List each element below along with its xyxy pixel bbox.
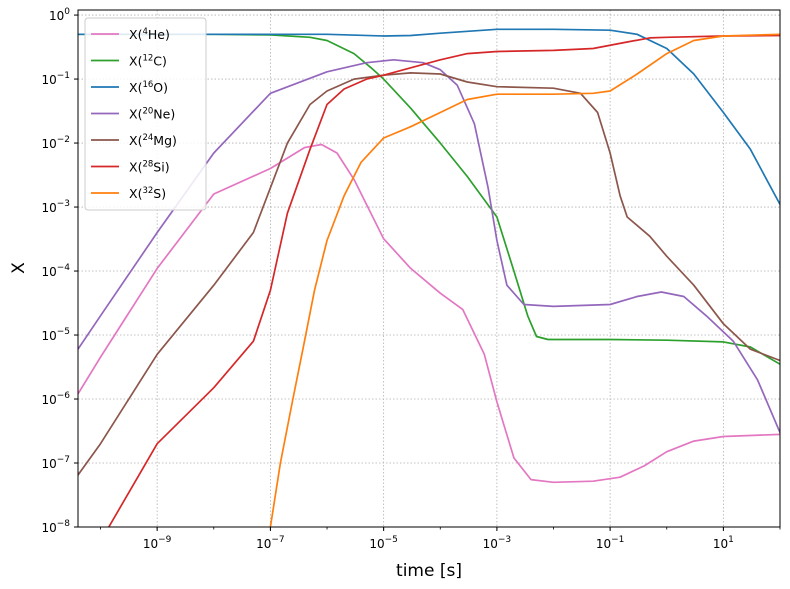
x-tick-label: 10−5 (369, 535, 398, 551)
legend-entry: X(24Mg) (129, 133, 177, 148)
x-axis-label: time [s] (396, 561, 462, 581)
legend-mass-number: 20 (142, 107, 153, 117)
legend-suffix: ) (170, 107, 175, 122)
legend-prefix: X( (129, 160, 142, 175)
legend-element: S (153, 186, 161, 201)
plot-frame (77, 9, 781, 528)
legend-element: Si (153, 160, 164, 175)
legend-entry: X(12C) (129, 54, 167, 69)
x-tick-base: 10 (483, 537, 498, 551)
legend-prefix: X( (129, 27, 142, 42)
x-tick-base: 10 (596, 537, 611, 551)
series-line-o (78, 28, 780, 206)
x-tick-exponent: 1 (728, 535, 734, 545)
y-tick-base: 10 (41, 265, 56, 279)
y-tick-exponent: −7 (57, 455, 70, 465)
legend-entry: X(4He) (129, 27, 170, 42)
legend-suffix: ) (161, 186, 166, 201)
y-tick-label: 10−8 (41, 519, 70, 535)
legend-entry: X(32S) (129, 186, 166, 201)
legend-box (84, 17, 207, 211)
series-line-si (107, 34, 780, 527)
x-tick-exponent: −9 (158, 535, 172, 545)
y-tick-label: 10−4 (41, 263, 70, 279)
y-tick-label: 10−5 (41, 327, 70, 343)
legend-suffix: ) (163, 80, 168, 95)
legend-prefix: X( (129, 186, 142, 201)
y-tick-exponent: 0 (64, 7, 70, 17)
legend-prefix: X( (129, 80, 142, 95)
legend-mass-number: 32 (142, 186, 153, 196)
legend-element: Ne (153, 107, 170, 122)
y-tick-exponent: −3 (57, 199, 70, 209)
x-tick-exponent: −3 (498, 535, 511, 545)
legend-element: O (153, 80, 163, 95)
x-tick-label: 101 (713, 535, 734, 551)
series-line-s (269, 33, 780, 527)
series-line-c (78, 33, 780, 366)
legend-element: Mg (153, 133, 172, 148)
legend-element: C (153, 54, 162, 69)
series-lines (78, 28, 780, 527)
y-axis-label: X (9, 262, 29, 274)
legend-mass-number: 4 (142, 27, 147, 37)
y-tick-exponent: −1 (57, 71, 70, 81)
legend-prefix: X( (129, 107, 142, 122)
x-tick-base: 10 (256, 537, 271, 551)
legend-prefix: X( (129, 54, 142, 69)
legend-mass-number: 12 (142, 54, 153, 64)
x-tick-exponent: −7 (271, 535, 284, 545)
x-tick-label: 10−1 (596, 535, 625, 551)
y-tick-label: 10−1 (41, 71, 70, 87)
y-tick-base: 10 (41, 201, 56, 215)
y-tick-label: 10−6 (41, 391, 70, 407)
legend-entry: X(20Ne) (129, 107, 175, 122)
series-line-ne (78, 58, 780, 434)
legend-suffix: ) (165, 160, 170, 175)
y-tick-exponent: −4 (57, 263, 71, 273)
x-axis-ticks: 10−9 10−7 10−5 10−3 10−1 101 (100, 527, 781, 551)
legend-mass-number: 28 (142, 160, 153, 170)
legend-suffix: ) (162, 54, 167, 69)
x-tick-label: 10−9 (143, 535, 172, 551)
y-tick-base: 10 (41, 457, 56, 471)
x-tick-base: 10 (143, 537, 158, 551)
y-tick-exponent: −5 (57, 327, 70, 337)
y-tick-exponent: −6 (57, 391, 71, 401)
legend-entry: X(28Si) (129, 160, 170, 175)
legend: X(4He)X(12C)X(16O)X(20Ne)X(24Mg)X(28Si)X… (84, 17, 207, 211)
series-line-he (78, 143, 780, 484)
legend-mass-number: 16 (142, 80, 153, 90)
legend-mass-number: 24 (142, 133, 153, 143)
legend-suffix: ) (165, 27, 170, 42)
y-tick-label: 10−2 (41, 135, 70, 151)
x-tick-exponent: −1 (611, 535, 624, 545)
series-line-mg (78, 72, 780, 476)
legend-suffix: ) (172, 133, 177, 148)
x-tick-label: 10−7 (256, 535, 285, 551)
x-tick-label: 10−3 (483, 535, 512, 551)
y-tick-label: 10−7 (41, 455, 70, 471)
y-tick-label: 100 (49, 7, 70, 23)
x-tick-base: 10 (713, 537, 728, 551)
y-tick-base: 10 (49, 9, 64, 23)
y-tick-base: 10 (41, 521, 56, 535)
y-tick-base: 10 (41, 393, 56, 407)
legend-element: He (148, 27, 165, 42)
x-tick-exponent: −5 (385, 535, 398, 545)
y-tick-exponent: −2 (57, 135, 70, 145)
y-tick-label: 10−3 (41, 199, 70, 215)
y-tick-exponent: −8 (57, 519, 71, 529)
y-tick-base: 10 (41, 137, 56, 151)
legend-prefix: X( (129, 133, 142, 148)
legend-entry: X(16O) (129, 80, 168, 95)
x-tick-base: 10 (369, 537, 384, 551)
y-tick-base: 10 (41, 73, 56, 87)
y-tick-base: 10 (41, 329, 56, 343)
